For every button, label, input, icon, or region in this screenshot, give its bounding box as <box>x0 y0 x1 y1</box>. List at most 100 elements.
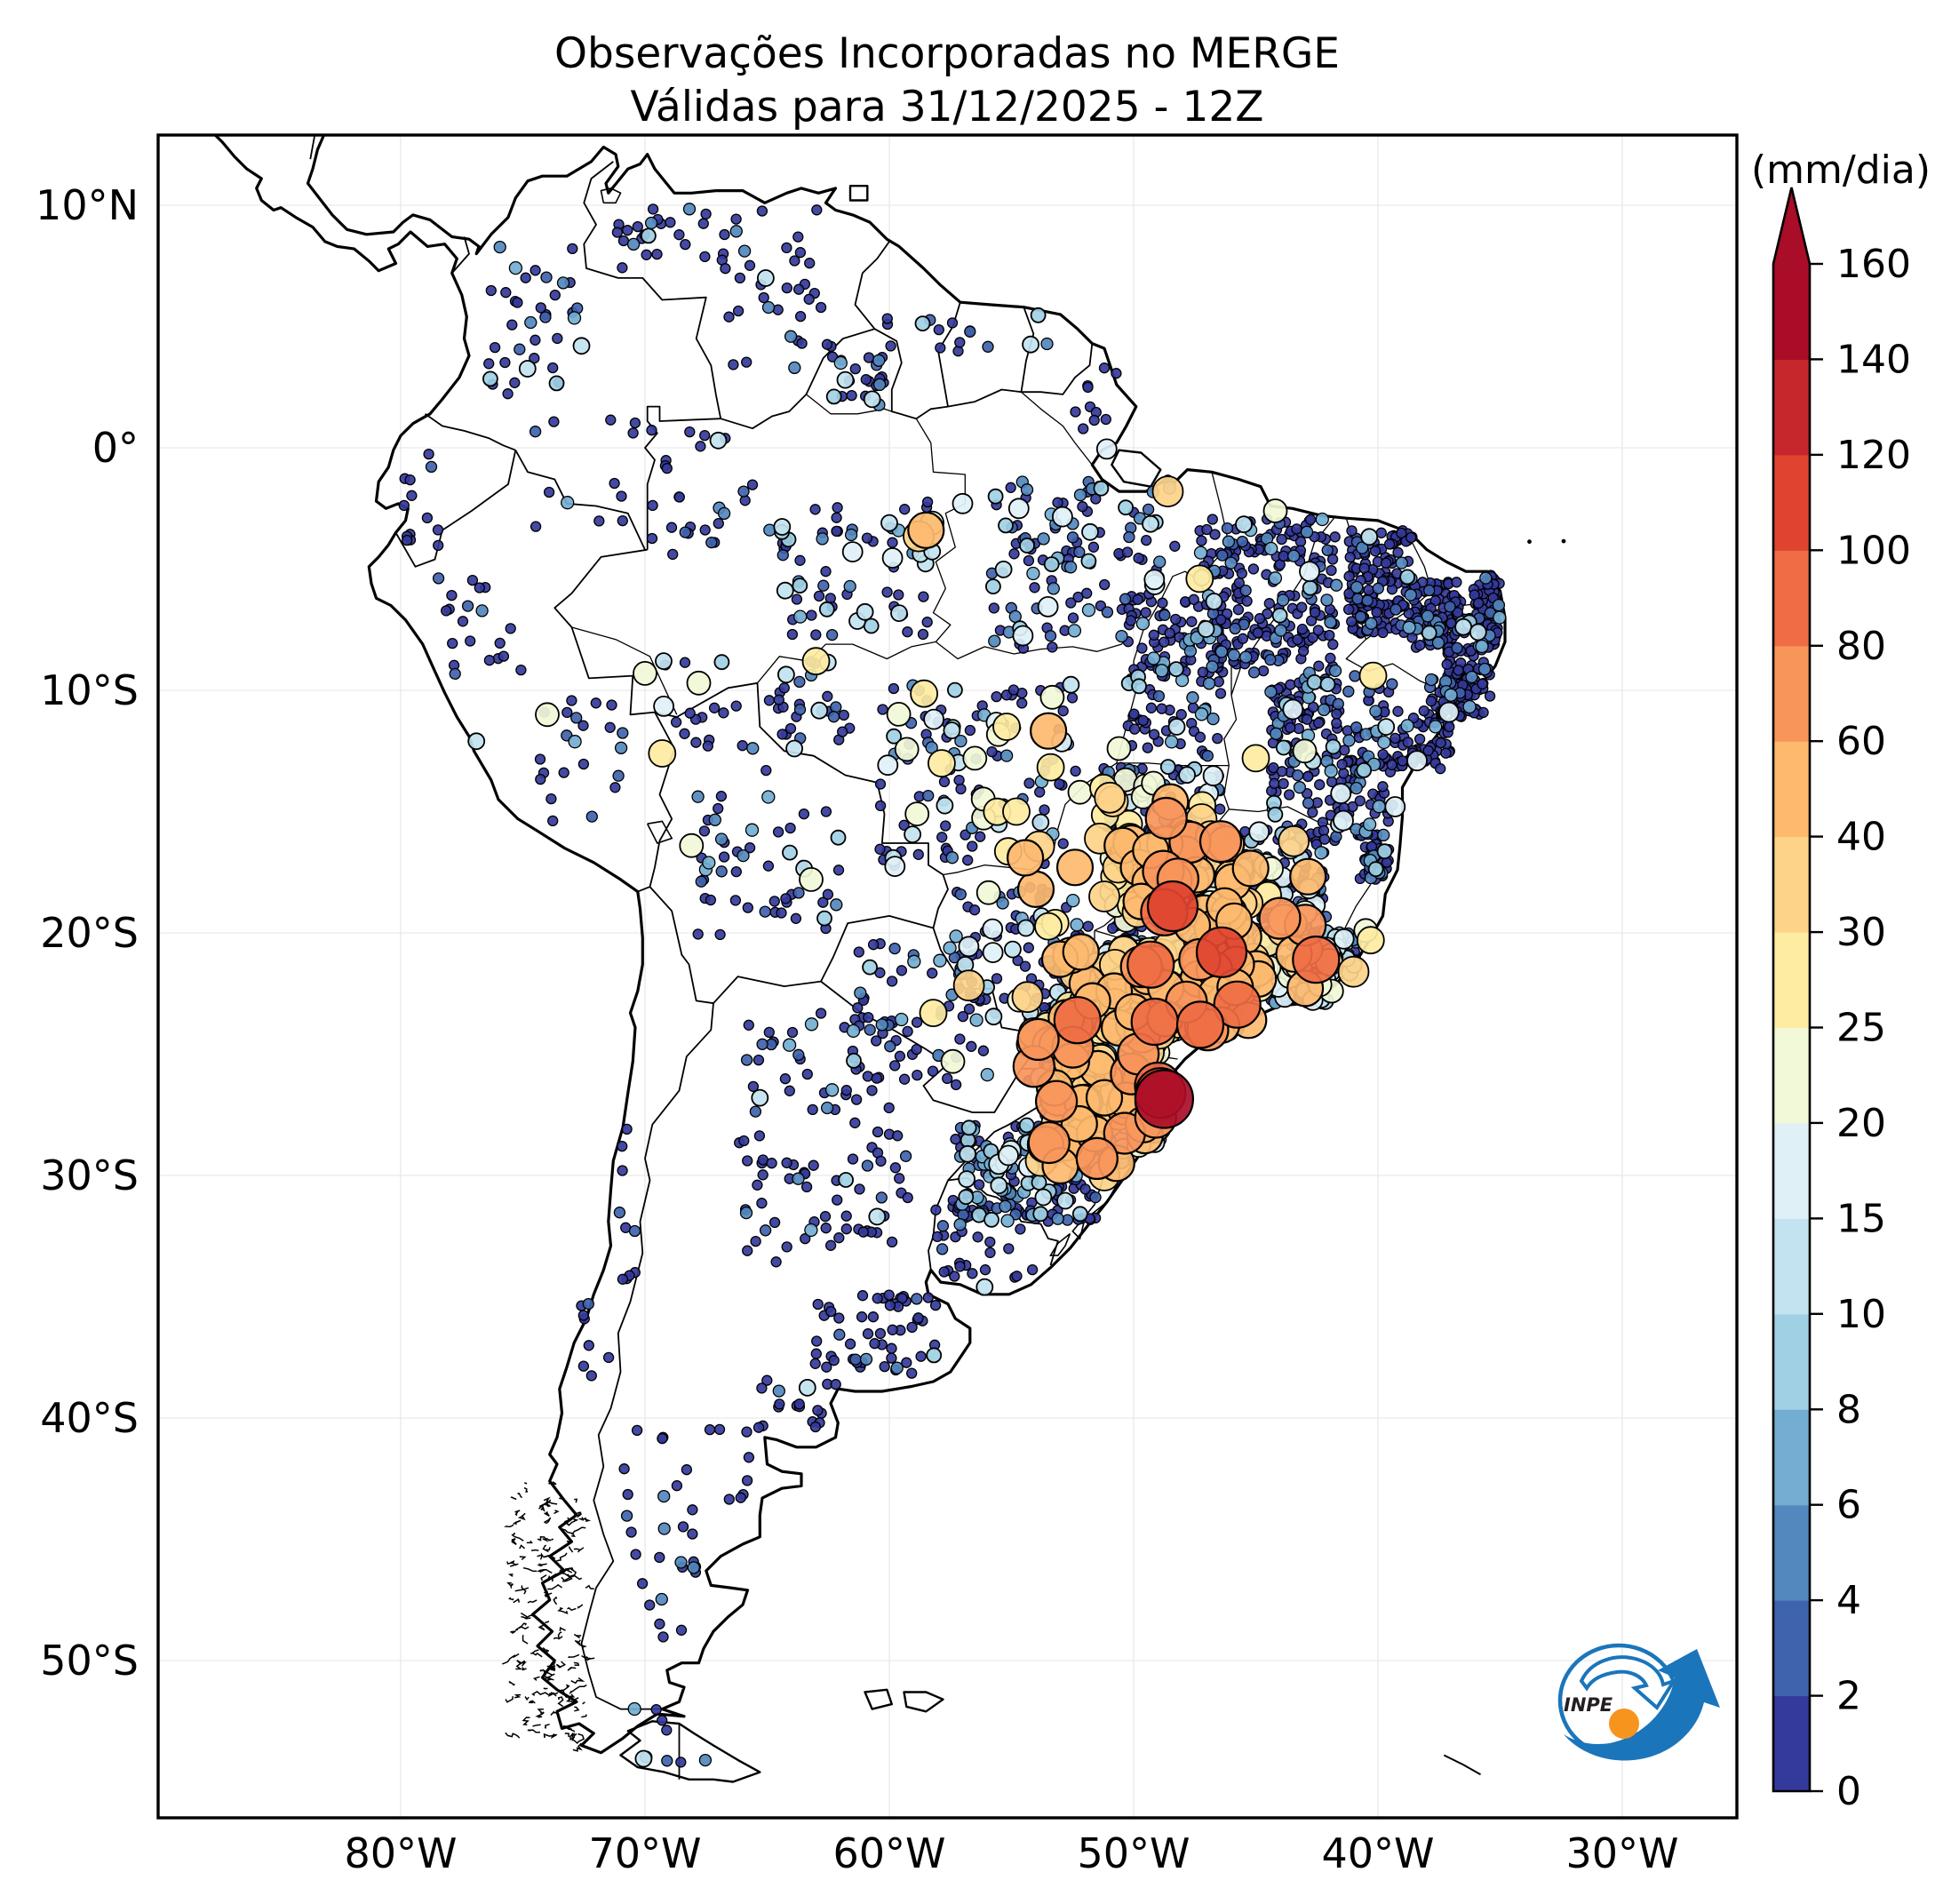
observation-point <box>1386 759 1398 771</box>
observation-point <box>1313 660 1325 672</box>
observation-point <box>793 1398 805 1410</box>
observation-point <box>952 492 974 514</box>
observation-point <box>1221 522 1234 535</box>
observation-point <box>874 843 886 855</box>
observation-point <box>1321 544 1334 556</box>
fjord-coast-detail <box>570 1677 585 1685</box>
fjord-coast-detail <box>508 1597 514 1601</box>
fjord-coast-detail <box>571 1526 586 1535</box>
observation-point <box>654 1618 665 1629</box>
observation-point <box>467 732 486 751</box>
observation-point <box>875 1155 887 1167</box>
observation-point <box>804 258 816 269</box>
colorbar-segment <box>1773 1695 1810 1792</box>
observation-point <box>862 1071 873 1082</box>
observation-point <box>972 1231 983 1243</box>
observation-point <box>991 690 1002 703</box>
observation-point <box>1119 593 1132 605</box>
country-border <box>820 915 934 983</box>
observation-point <box>793 609 808 624</box>
observation-point <box>1018 1117 1035 1134</box>
observation-point <box>791 594 803 605</box>
observation-point <box>617 1140 628 1152</box>
observation-point <box>702 740 713 752</box>
observation-point <box>822 690 833 702</box>
observation-point <box>1052 506 1073 528</box>
observation-point <box>1081 587 1093 599</box>
observation-point <box>881 547 904 569</box>
fjord-coast-detail <box>540 1505 545 1512</box>
fjord-coast-detail <box>545 1537 553 1542</box>
fjord-coast-detail <box>510 1495 517 1501</box>
observation-point <box>1159 609 1171 621</box>
observation-point <box>1195 926 1248 978</box>
lon-tick-label: 50°W <box>1077 1829 1190 1877</box>
fjord-coast-detail <box>571 1733 577 1741</box>
observation-point <box>502 388 514 400</box>
observation-point <box>910 679 938 708</box>
observation-point <box>657 1715 668 1726</box>
observation-point <box>813 590 825 602</box>
observation-point <box>768 896 780 907</box>
observation-point <box>1358 661 1388 690</box>
state-border <box>756 641 936 684</box>
observation-point <box>849 362 861 375</box>
observation-point <box>740 1054 753 1066</box>
observation-point <box>602 1351 615 1364</box>
observation-point <box>708 702 721 713</box>
coastline-path <box>212 135 1507 1755</box>
observation-point <box>977 1045 990 1056</box>
observation-point <box>1444 688 1458 702</box>
observation-point <box>810 629 822 641</box>
fjord-coast-detail <box>565 1567 577 1573</box>
colorbar-segment <box>1773 741 1810 838</box>
observation-point <box>801 647 831 676</box>
observation-point <box>1039 804 1050 816</box>
observation-point <box>1475 639 1489 654</box>
observation-point <box>899 504 911 515</box>
observation-point <box>776 729 788 740</box>
observation-point <box>816 532 829 546</box>
observation-point <box>674 1556 688 1569</box>
observation-point <box>1285 721 1296 734</box>
observation-point <box>781 242 792 254</box>
observation-point <box>1444 601 1456 613</box>
observation-point <box>406 490 418 501</box>
observation-point <box>967 1268 978 1279</box>
fjord-coast-detail <box>505 1696 514 1703</box>
observation-point <box>1377 748 1389 761</box>
observation-point <box>729 225 743 238</box>
observation-point <box>902 626 913 638</box>
observation-point <box>1077 501 1088 513</box>
observation-point <box>833 1328 846 1341</box>
observation-point <box>996 896 1009 910</box>
observation-point <box>786 1026 799 1039</box>
observation-point <box>1022 335 1039 354</box>
observation-point <box>1292 738 1318 764</box>
observation-point <box>822 888 834 900</box>
observation-point <box>524 315 538 330</box>
fjord-coast-detail <box>537 1708 545 1714</box>
observation-point <box>677 1521 689 1533</box>
observation-point <box>1325 738 1342 755</box>
observation-point <box>561 706 573 719</box>
observation-point <box>1078 423 1089 434</box>
observation-point <box>1262 608 1273 619</box>
observation-point <box>441 605 452 617</box>
observation-point <box>641 249 652 260</box>
observation-point <box>691 790 705 803</box>
observation-point <box>1159 759 1176 775</box>
observation-point <box>1309 607 1321 618</box>
observation-point <box>620 1510 633 1522</box>
observation-point <box>1344 551 1356 563</box>
observation-point <box>949 1271 960 1282</box>
observation-point <box>742 1155 753 1167</box>
observation-point <box>679 526 691 538</box>
observation-point <box>812 1405 824 1416</box>
observation-point <box>746 479 759 490</box>
observation-point <box>690 737 702 748</box>
observation-point <box>1085 1079 1124 1117</box>
observation-point <box>940 1048 966 1074</box>
observation-point <box>776 549 789 562</box>
